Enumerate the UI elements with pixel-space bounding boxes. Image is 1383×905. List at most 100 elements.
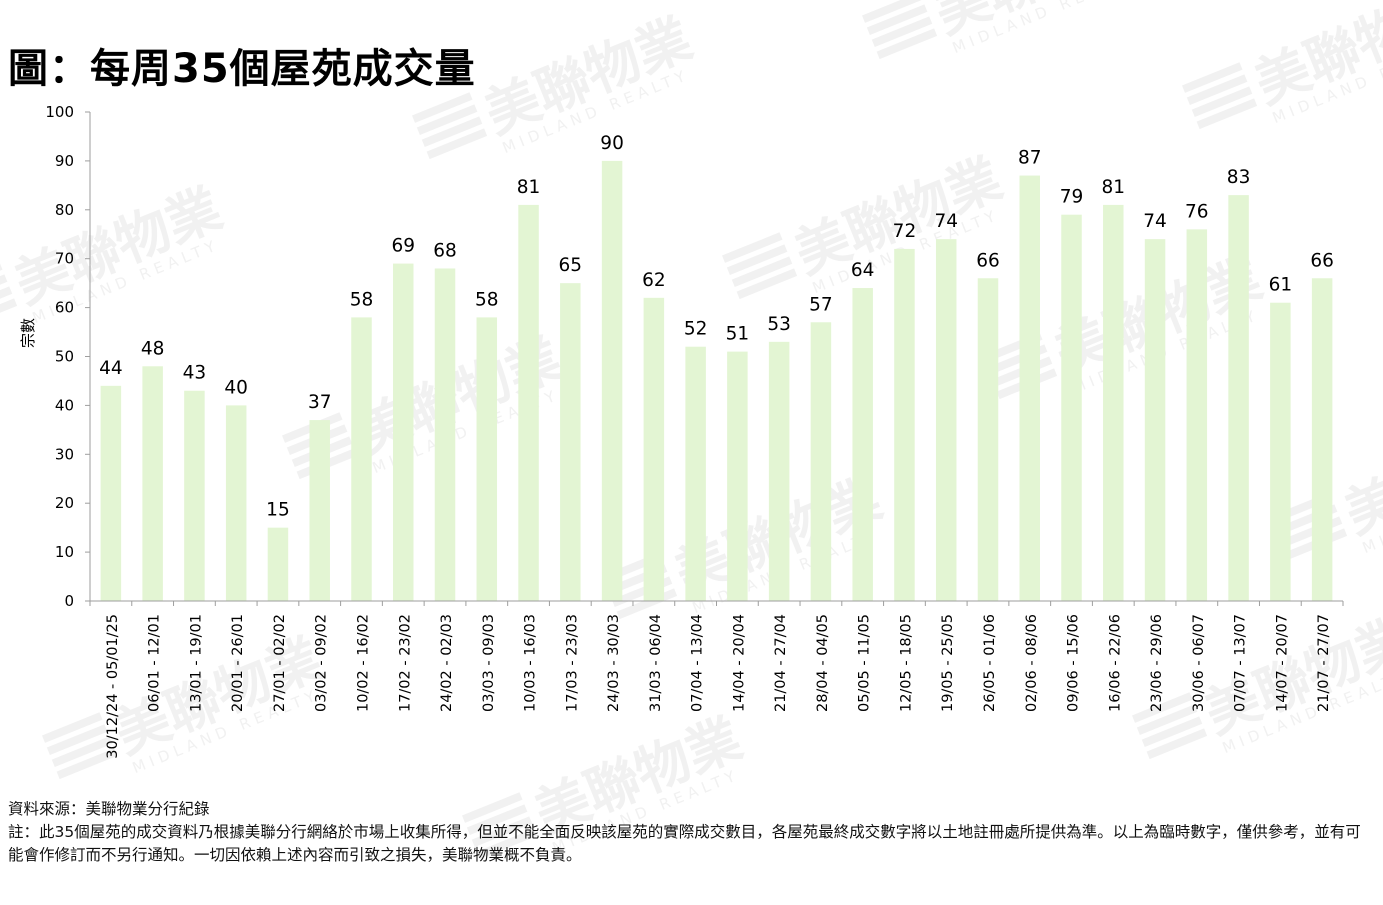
y-tick-label: 60 — [55, 299, 74, 317]
data-label: 40 — [224, 377, 248, 398]
data-label: 79 — [1060, 187, 1084, 208]
data-label: 81 — [1102, 177, 1126, 198]
bar — [768, 341, 790, 601]
y-axis: 0 10 20 30 40 50 60 70 80 90 100 — [45, 103, 91, 610]
x-tick-label: 26/05 - 01/06 — [982, 614, 998, 712]
data-label: 72 — [893, 221, 917, 242]
x-tick-label: 24/02 - 02/03 — [439, 614, 455, 712]
x-tick-label: 30/12/24 - 05/01/25 — [105, 614, 121, 759]
bar — [852, 288, 873, 601]
x-tick-label: 23/06 - 29/06 — [1149, 614, 1165, 712]
data-label: 15 — [266, 500, 290, 521]
bar — [142, 366, 163, 601]
x-tick-label: 09/06 - 15/06 — [1066, 614, 1082, 712]
bar — [685, 346, 706, 601]
y-axis-title: 宗數 — [19, 318, 37, 348]
x-tick-label: 12/05 - 18/05 — [898, 614, 914, 712]
data-label: 74 — [934, 211, 958, 232]
bar — [601, 160, 623, 601]
data-label: 68 — [433, 240, 457, 261]
bar — [309, 420, 330, 601]
data-label: 69 — [391, 236, 415, 257]
data-label: 81 — [517, 177, 541, 198]
data-label: 62 — [642, 270, 666, 291]
data-label: 53 — [767, 314, 791, 335]
bar — [184, 390, 205, 601]
bar — [1019, 175, 1040, 601]
bar — [476, 317, 498, 601]
data-label: 66 — [976, 250, 1000, 271]
data-label: 58 — [350, 289, 374, 310]
data-labels: 44 48 43 40 15 37 58 69 68 58 81 65 90 62 52 51 53 57 64 72… — [99, 133, 1334, 521]
x-tick-label: 05/05 - 11/05 — [857, 614, 873, 712]
bar — [560, 283, 581, 601]
y-tick-label: 70 — [55, 250, 74, 268]
bar — [518, 204, 539, 601]
bar — [393, 263, 414, 601]
data-label: 87 — [1018, 148, 1042, 169]
x-tick-label: 28/04 - 04/05 — [815, 614, 831, 712]
bar — [1186, 229, 1208, 602]
bar-series — [100, 160, 1333, 602]
y-tick-label: 30 — [55, 445, 74, 463]
x-tick-label: 20/01 - 26/01 — [230, 614, 246, 712]
source-note: 資料來源：美聯物業分行紀錄 — [8, 800, 210, 818]
bar — [894, 248, 915, 602]
x-tick-label: 16/06 - 22/06 — [1107, 614, 1123, 712]
bar — [267, 527, 289, 601]
x-tick-label: 17/03 - 23/03 — [564, 614, 580, 712]
data-label: 90 — [600, 133, 624, 154]
x-tick-label: 10/03 - 16/03 — [523, 614, 539, 712]
x-tick-label: 21/04 - 27/04 — [773, 614, 789, 712]
y-tick-label: 80 — [55, 201, 74, 219]
data-label: 44 — [99, 358, 123, 379]
data-label: 58 — [475, 289, 499, 310]
x-tick-label: 10/02 - 16/02 — [355, 614, 371, 712]
bar — [1144, 239, 1166, 601]
bar — [727, 351, 748, 601]
y-tick-label: 0 — [64, 592, 74, 610]
y-tick-label: 100 — [45, 103, 74, 121]
x-tick-label: 24/03 - 30/03 — [606, 614, 622, 712]
x-tick-label: 30/06 - 06/07 — [1191, 614, 1207, 712]
bar — [643, 297, 665, 601]
x-tick-label: 07/07 - 13/07 — [1233, 614, 1249, 712]
x-tick-label: 27/01 - 02/02 — [272, 614, 288, 712]
x-tick-label: 14/07 - 20/07 — [1274, 614, 1290, 712]
bar — [1061, 214, 1082, 601]
bar — [434, 268, 456, 601]
x-tick-label: 19/05 - 25/05 — [940, 614, 956, 712]
y-tick-label: 40 — [55, 396, 74, 414]
x-tick-label: 13/01 - 19/01 — [188, 614, 204, 712]
x-axis: 30/12/24 - 05/01/25 06/01 - 12/01 13/01 - … — [89, 600, 1344, 759]
data-label: 66 — [1310, 250, 1334, 271]
x-tick-label: 14/04 - 20/04 — [731, 614, 747, 712]
y-tick-label: 10 — [55, 543, 74, 561]
data-label: 83 — [1227, 167, 1251, 188]
x-tick-label: 31/03 - 06/04 — [648, 614, 664, 712]
data-label: 76 — [1185, 201, 1209, 222]
data-label: 48 — [141, 338, 165, 359]
data-label: 52 — [684, 319, 708, 340]
bar — [810, 322, 832, 601]
x-tick-label: 02/06 - 08/06 — [1024, 614, 1040, 712]
data-label: 65 — [559, 255, 583, 276]
footnotes: 資料來源：美聯物業分行紀錄 註：此35個屋苑的成交資料乃根據美聯分行網絡於市場上… — [8, 798, 1368, 867]
data-label: 37 — [308, 392, 332, 413]
bar — [351, 317, 372, 601]
data-label: 64 — [851, 260, 875, 281]
x-tick-label: 06/01 - 12/01 — [147, 614, 163, 712]
chart-title: 圖：每周35個屋苑成交量 — [8, 46, 476, 92]
data-label: 43 — [183, 363, 207, 384]
bar-chart: 0 10 20 30 40 50 60 70 80 90 100 44 48 43 40 15 37 58 69 6… — [19, 103, 1344, 759]
bar — [1311, 278, 1333, 601]
y-tick-label: 50 — [55, 348, 74, 366]
bar — [1228, 195, 1249, 601]
x-tick-label: 17/02 - 23/02 — [397, 614, 413, 712]
x-tick-label: 03/02 - 09/02 — [314, 614, 330, 712]
bar — [1270, 302, 1291, 601]
disclaimer-note: 註：此35個屋苑的成交資料乃根據美聯分行網絡於市場上收集所得，但並不能全面反映該… — [8, 823, 1361, 864]
bar — [935, 239, 957, 601]
bar — [225, 405, 247, 601]
x-tick-label: 07/04 - 13/04 — [690, 614, 706, 712]
